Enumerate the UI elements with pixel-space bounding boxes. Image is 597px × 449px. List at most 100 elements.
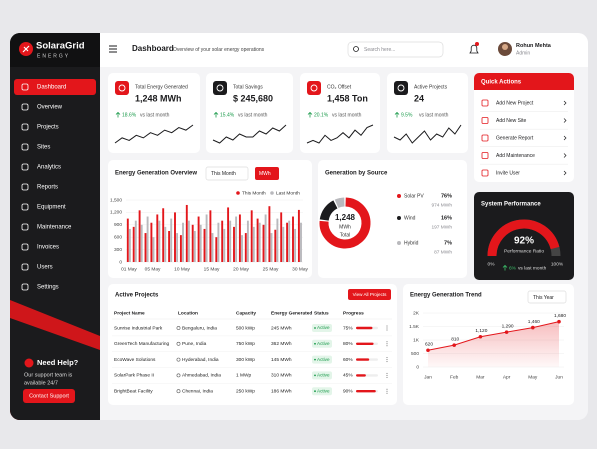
progress-bar: [356, 342, 374, 345]
row-menu[interactable]: [386, 325, 388, 327]
column-header: Status: [314, 310, 329, 316]
quick-action[interactable]: Add New Project: [496, 100, 534, 106]
user-name: Rohun Mehta: [516, 43, 552, 49]
trend-point: [557, 319, 561, 324]
nav-item[interactable]: Projects: [37, 125, 59, 131]
row-menu[interactable]: [386, 327, 388, 329]
dropdown-label: This Month: [211, 171, 236, 177]
action-icon: [481, 152, 489, 159]
help-button[interactable]: [23, 389, 75, 403]
kpi-change: 9.5%: [401, 112, 413, 118]
kpi-label: Total Energy Generated: [135, 84, 188, 90]
quick-action[interactable]: Add New Site: [496, 118, 527, 124]
kpi-change: 15.4%: [220, 112, 235, 118]
row-menu[interactable]: [386, 341, 388, 343]
row-menu[interactable]: [386, 390, 388, 392]
quick-action[interactable]: Invite User: [496, 170, 520, 176]
x-tick-label: Feb: [450, 374, 459, 380]
page-subtitle: Overview of your solar energy operations: [173, 47, 265, 53]
nav-icon: [21, 83, 29, 91]
progress-bar: [356, 374, 366, 377]
y-tick-label: 1,200: [110, 210, 122, 216]
help-icon: [24, 358, 34, 368]
row-menu[interactable]: [386, 388, 388, 390]
up-arrow: [115, 111, 121, 118]
row-menu[interactable]: [386, 376, 388, 378]
bar: [221, 220, 224, 262]
point-label: 1,460: [528, 319, 540, 325]
legend-swatch: [236, 191, 240, 195]
project-name: BrightBeat Facility: [114, 388, 153, 394]
row-menu[interactable]: [386, 392, 388, 394]
row-menu[interactable]: [386, 359, 388, 361]
status-dot: [314, 342, 316, 345]
search-placeholder: Search here...: [364, 47, 395, 53]
dropdown[interactable]: [527, 290, 567, 304]
status-dot: [314, 390, 316, 393]
row-menu[interactable]: [386, 329, 388, 331]
y-tick-label: 1,500: [110, 197, 122, 203]
point-label: 810: [451, 336, 459, 342]
view-all-label[interactable]: View All Projects: [353, 292, 388, 297]
chart-title: Energy Generation Trend: [410, 293, 482, 299]
nav-item[interactable]: Invoices: [37, 245, 59, 251]
view-all-button[interactable]: [348, 289, 391, 300]
bar: [256, 218, 259, 262]
kpi-sparkline: [212, 124, 287, 144]
x-tick-label: Apr: [503, 374, 511, 380]
project-capacity: 300 kWp: [236, 357, 255, 363]
search-box[interactable]: [347, 41, 444, 58]
project-location: Pune, India: [182, 341, 207, 347]
column-header: Progress: [343, 310, 364, 316]
trend-point: [426, 348, 430, 353]
slice-amount: 974 MWh: [431, 202, 452, 208]
kpi-card: [206, 73, 293, 153]
row-menu[interactable]: [386, 345, 388, 347]
dropdown[interactable]: [255, 167, 279, 180]
chart-title: Generation by Source: [325, 171, 388, 177]
project-energy: 310 MWh: [271, 373, 292, 379]
x-tick-label: 25 May: [263, 266, 279, 272]
project-location: Hyderabad, India: [182, 357, 219, 363]
performance-change: 6%: [509, 265, 517, 271]
nav-item[interactable]: Users: [37, 265, 53, 271]
row-menu[interactable]: [386, 361, 388, 363]
legend-swatch: [270, 191, 274, 195]
row-menu[interactable]: [386, 374, 388, 376]
bar: [297, 209, 300, 262]
dropdown[interactable]: [205, 166, 249, 181]
page-title: Dashboard: [132, 44, 174, 53]
nav-item[interactable]: Equipment: [37, 205, 66, 211]
nav-item[interactable]: Sites: [37, 145, 50, 151]
kpi-value: 24: [414, 93, 424, 103]
quick-action[interactable]: Add Maintenance: [496, 153, 535, 159]
nav-item[interactable]: Overview: [37, 105, 63, 111]
help-button-label[interactable]: Contact Support: [29, 393, 69, 399]
bar: [244, 233, 247, 262]
legend-swatch: [397, 194, 401, 198]
nav-item[interactable]: Settings: [37, 285, 59, 291]
bar: [209, 210, 212, 262]
nav-item[interactable]: Maintenance: [37, 225, 72, 231]
bar: [191, 224, 194, 262]
bar: [134, 220, 137, 262]
nav-item[interactable]: Analytics: [37, 165, 61, 171]
bar: [156, 214, 159, 262]
nav-icon: [21, 163, 29, 171]
project-energy: 362 MWh: [271, 341, 292, 347]
kpi-change: 20.1%: [314, 112, 329, 118]
legend-label: Last Month: [276, 190, 300, 196]
y-tick-label: 500: [411, 351, 419, 357]
bell-icon[interactable]: [469, 44, 479, 54]
progress-label: 45%: [343, 373, 353, 379]
quick-action[interactable]: Generate Report: [496, 135, 534, 141]
bar: [197, 216, 200, 262]
nav-item[interactable]: Reports: [37, 185, 58, 191]
nav-item[interactable]: Dashboard: [37, 85, 66, 91]
row-menu[interactable]: [386, 372, 388, 374]
row-menu[interactable]: [386, 343, 388, 345]
bar: [138, 210, 141, 262]
row-menu[interactable]: [386, 357, 388, 359]
project-capacity: 250 kWp: [236, 388, 255, 394]
up-arrow: [307, 111, 313, 118]
